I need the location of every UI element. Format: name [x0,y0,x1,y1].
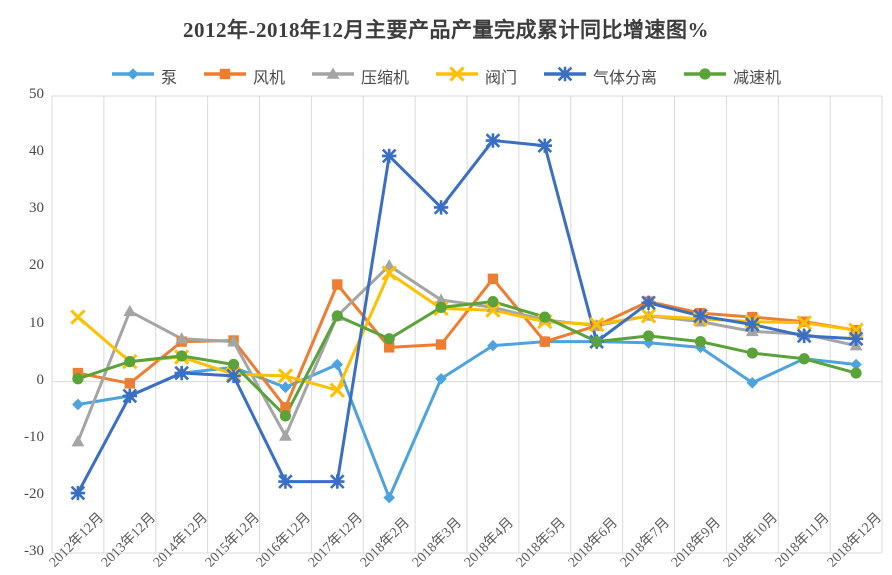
y-axis-tick-label: 0 [36,371,45,388]
legend-label: 减速机 [733,70,782,87]
legend-item-4[interactable]: 阀门 [435,64,517,88]
series-line-0 [76,340,858,500]
y-axis-tick-label: 20 [29,257,44,274]
y-axis-tick-label: 50 [29,86,44,102]
legend-label: 压缩机 [360,70,409,87]
legend-marker-triangle-icon [311,65,355,88]
legend-marker-square-icon [203,65,247,88]
chart-legend: 泵 风机 压缩机 阀门 气体分离 减速机 [0,62,892,90]
legend-marker-diamond-icon [111,65,155,88]
legend-item-2[interactable]: 风机 [203,64,285,88]
y-axis-tick-label: 10 [29,314,44,331]
y-axis-tick-label: -20 [24,485,44,502]
chart-title: 2012年-2018年12月主要产品产量完成累计同比增速图% [183,18,709,42]
legend-label: 阀门 [485,70,518,87]
legend-label: 气体分离 [593,70,658,87]
legend-item-6[interactable]: 减速机 [683,64,781,88]
series-line-4 [76,139,858,495]
legend-label: 泵 [160,70,177,87]
y-axis-tick-label: 30 [29,200,44,217]
legend-item-1[interactable]: 泵 [111,64,177,88]
y-axis-tick-label: 40 [29,143,44,160]
legend-marker-asterisk-icon [543,65,587,88]
legend-marker-circle-icon [683,65,727,88]
legend-item-3[interactable]: 压缩机 [311,64,409,88]
legend-item-5[interactable]: 气体分离 [543,64,657,88]
y-axis-tick-label: -10 [24,428,44,445]
legend-marker-x-icon [435,65,479,88]
y-axis-tick-label: -30 [24,543,44,559]
legend-label: 风机 [252,70,285,87]
series-line-5 [76,300,858,418]
